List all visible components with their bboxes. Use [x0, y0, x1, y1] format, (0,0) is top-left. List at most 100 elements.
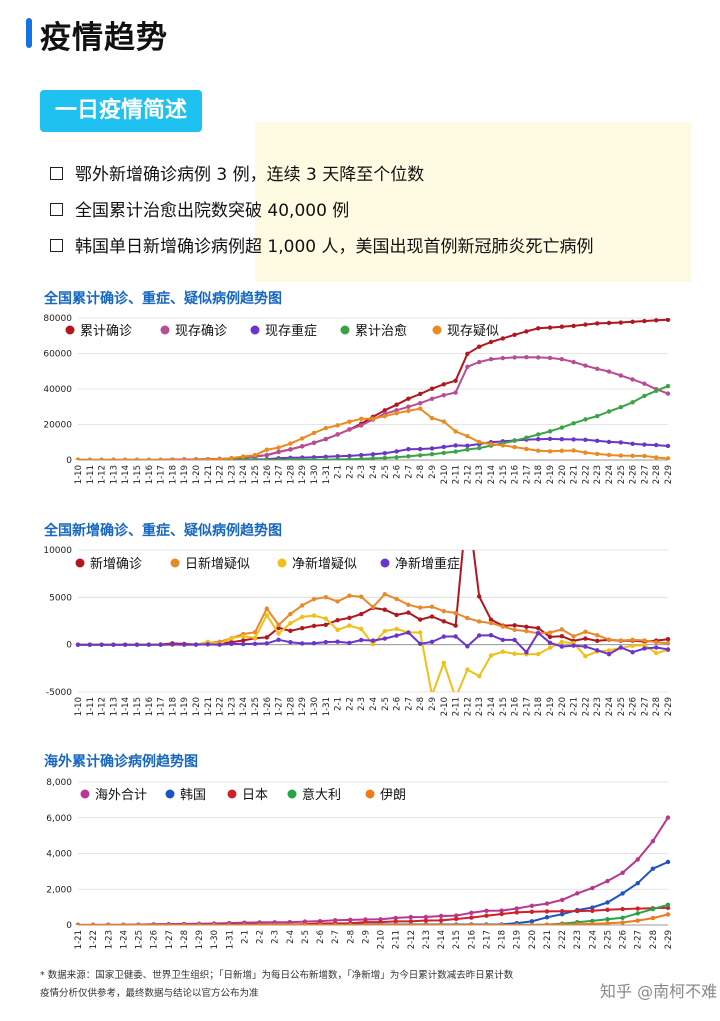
x-tick-label: 2-16: [511, 465, 521, 484]
legend-marker: [80, 789, 90, 799]
x-tick-label: 2-4: [369, 697, 379, 711]
y-tick-label: -5000: [46, 688, 72, 698]
data-point: [620, 906, 625, 912]
data-point: [529, 909, 535, 914]
data-point: [311, 440, 317, 445]
x-tick-label: 2-26: [629, 697, 639, 716]
legend-label: 累计确诊: [80, 324, 132, 339]
data-point: [382, 628, 387, 634]
data-point: [394, 455, 399, 460]
data-point: [465, 667, 470, 672]
data-point: [370, 456, 376, 460]
data-point: [323, 594, 328, 600]
data-point: [524, 435, 529, 440]
data-point: [300, 457, 305, 460]
x-tick-label: 2-14: [487, 697, 497, 716]
x-tick-label: 2-27: [640, 697, 650, 716]
data-point: [211, 922, 217, 925]
data-point: [606, 648, 612, 653]
data-point: [529, 922, 535, 925]
data-point: [438, 922, 444, 925]
data-point: [642, 393, 647, 399]
data-point: [618, 405, 623, 410]
data-point: [393, 919, 398, 924]
x-tick-label: 2-8: [346, 930, 356, 944]
x-tick-label: 2-29: [664, 465, 674, 484]
x-tick-label: 2-2: [256, 930, 266, 944]
x-tick-label: 2-9: [361, 930, 371, 944]
x-tick-label: 1-12: [98, 465, 108, 484]
data-point: [595, 632, 600, 638]
x-tick-label: 1-25: [251, 465, 261, 484]
y-tick-label: 0: [66, 456, 72, 466]
data-point: [276, 449, 281, 455]
data-point: [477, 633, 482, 638]
data-point: [618, 645, 623, 650]
data-point: [453, 634, 458, 639]
y-tick-label: 4,000: [46, 850, 72, 860]
data-point: [484, 913, 489, 918]
data-point: [406, 602, 411, 607]
data-point: [488, 356, 494, 362]
x-tick-label: 2-22: [581, 697, 591, 716]
data-point: [359, 637, 364, 643]
data-point: [650, 838, 656, 844]
x-tick-label: 2-3: [357, 697, 367, 711]
data-point: [382, 413, 387, 419]
x-tick-label: 2-20: [558, 465, 568, 484]
data-point: [590, 905, 595, 910]
x-tick-label: 2-21: [570, 697, 580, 716]
data-point: [630, 400, 635, 405]
data-point: [264, 641, 269, 646]
data-point: [170, 457, 175, 460]
data-point: [575, 908, 580, 914]
x-tick-label: 2-10: [440, 465, 450, 484]
data-point: [276, 445, 281, 450]
x-tick-label: 1-11: [86, 465, 96, 484]
data-point: [559, 356, 564, 362]
data-point: [217, 457, 222, 460]
data-point: [665, 318, 671, 322]
data-point: [394, 612, 399, 618]
x-tick-label: 2-14: [487, 465, 497, 484]
data-point: [335, 432, 340, 437]
data-point: [264, 457, 269, 460]
data-point: [429, 446, 435, 451]
series-3: [75, 613, 671, 692]
x-tick-label: 2-14: [437, 930, 447, 949]
data-point: [382, 455, 387, 460]
data-point: [642, 638, 647, 643]
data-point: [547, 355, 553, 361]
data-point: [276, 637, 281, 642]
data-point: [335, 627, 340, 633]
data-point: [583, 363, 588, 368]
series-4: [75, 383, 671, 460]
data-point: [418, 453, 423, 458]
data-point: [300, 436, 305, 441]
data-point: [500, 649, 505, 654]
data-point: [429, 451, 435, 457]
data-point: [276, 457, 281, 460]
chart-group: 全国新增确诊、重症、疑似病例趋势图 -5000 0 5000 10000 1-10 1-11…: [43, 522, 674, 716]
data-point: [123, 642, 128, 647]
legend-marker: [287, 789, 297, 799]
x-tick-label: 2-5: [301, 930, 311, 944]
summary-item: 韩国单日新增确诊病例超 1,000 人，美国出现首例新冠肺炎死亡病例: [50, 230, 593, 266]
x-tick-label: 1-19: [180, 697, 190, 716]
series-2: [75, 859, 671, 925]
data-point: [106, 922, 111, 925]
data-point: [408, 922, 414, 925]
data-point: [595, 438, 600, 444]
data-point: [512, 623, 517, 628]
overseas-chart: 海外累计确诊病例趋势图 0 2,000 4,000 6,000 8,000 1-21 1-22…: [44, 753, 674, 949]
x-tick-label: 1-12: [98, 697, 108, 716]
data-point: [205, 642, 210, 647]
data-point: [512, 637, 517, 643]
x-tick-label: 2-12: [463, 697, 473, 716]
data-point: [499, 922, 504, 925]
data-point: [524, 628, 529, 634]
data-point: [559, 922, 565, 925]
x-tick-label: 1-26: [263, 697, 273, 716]
data-point: [87, 457, 92, 460]
x-tick-label: 1-27: [165, 930, 175, 949]
